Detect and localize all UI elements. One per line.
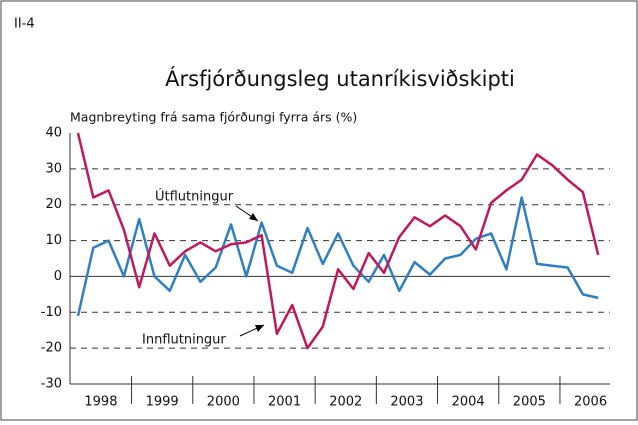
x-tick-label: 2002 [329,395,362,410]
y-tick-label: 20 [45,197,62,212]
x-tick-label: 2005 [513,395,546,410]
series-line [76,196,599,317]
series-label: Innflutningur [142,333,226,348]
y-tick-label: 30 [45,161,62,176]
figure-label: II-4 [14,17,35,32]
x-tick-label: 2004 [452,395,485,410]
chart-title: Ársfjórðungsleg utanríkisviðskipti [165,66,515,91]
y-tick-label: -30 [41,377,62,392]
annotation-arrows [235,205,265,337]
y-axis-label: Magnbreyting frá sama fjórðungi fyrra ár… [70,110,357,125]
series-line [76,132,600,350]
x-tick-label: 2006 [574,395,607,410]
x-tick-label: 1998 [84,395,117,410]
arrow-head [249,213,258,221]
series-label: Útflutningur [155,189,234,205]
y-tick-label: 0 [54,269,62,284]
x-tick-label: 2000 [207,395,240,410]
x-tick-label: 2001 [268,395,301,410]
x-tick-label: 1999 [146,395,179,410]
x-tick-label: 2003 [390,395,423,410]
y-tick-label: 40 [45,126,62,141]
y-tick-label: -10 [41,305,62,320]
y-tick-label: 10 [45,233,62,248]
arrow-head [255,325,264,332]
y-tick-label: -20 [41,341,62,356]
